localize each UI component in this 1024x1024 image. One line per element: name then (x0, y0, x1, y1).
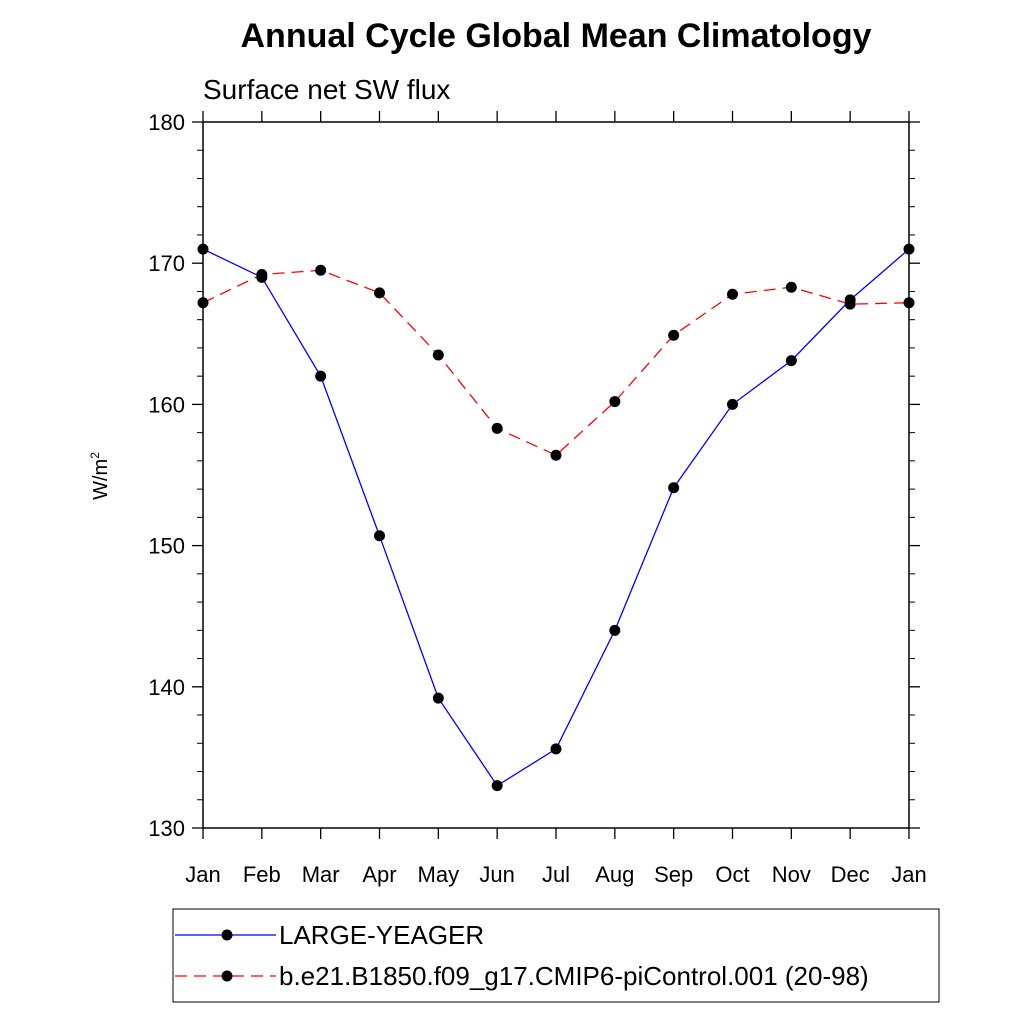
data-point-series-0 (374, 530, 385, 542)
data-point-series-0 (491, 780, 503, 792)
x-tick-label: Apr (362, 862, 396, 887)
y-axis-label-superscript: 2 (88, 452, 102, 459)
x-tick-label: Oct (715, 862, 749, 887)
data-point-series-1 (315, 264, 327, 276)
chart-title: Annual Cycle Global Mean Climatology (241, 17, 872, 55)
x-tick-label: Jun (479, 862, 514, 887)
data-point-series-0 (550, 743, 562, 755)
data-point-series-0 (609, 624, 621, 636)
data-point-series-1 (668, 329, 680, 341)
data-point-series-1 (197, 297, 209, 309)
x-tick-label: Nov (772, 862, 811, 887)
x-tick-label: Aug (595, 862, 634, 887)
series-layer (197, 243, 915, 792)
y-tick-label: 180 (148, 110, 185, 135)
data-point-series-1 (903, 297, 915, 309)
y-tick-label: 150 (148, 534, 185, 559)
plot-frame (202, 121, 910, 829)
data-point-series-0 (197, 243, 209, 255)
legend-box (172, 908, 940, 1003)
data-point-series-0 (668, 482, 680, 494)
y-axis-label: W/m2 (88, 452, 112, 500)
x-tick-label: Jan (891, 862, 926, 887)
data-point-series-0 (315, 370, 327, 382)
data-point-series-1 (374, 287, 385, 299)
data-point-series-0 (432, 692, 444, 704)
data-point-series-0 (256, 271, 268, 283)
data-point-series-1 (609, 396, 621, 408)
data-point-series-1 (727, 288, 738, 300)
legend-marker-0 (221, 929, 233, 941)
data-point-series-0 (903, 243, 915, 255)
x-tick-label: Feb (243, 862, 281, 887)
x-tick-label: Jul (542, 862, 570, 887)
legend-label-0: LARGE-YEAGER (279, 920, 484, 950)
x-tick-label: Jan (185, 862, 220, 887)
y-tick-label: 170 (148, 251, 185, 276)
legend-label-1: b.e21.B1850.f09_g17.CMIP6-piControl.001 … (279, 961, 869, 991)
y-tick-label: 160 (148, 392, 185, 417)
data-point-series-1 (550, 449, 562, 461)
y-tick-label: 140 (148, 675, 185, 700)
y-tick-label: 130 (148, 816, 185, 841)
legend-marker-1 (221, 970, 233, 982)
data-point-series-1 (785, 281, 797, 293)
data-point-series-0 (844, 294, 856, 306)
y-axis-label-base: W/m (90, 459, 112, 500)
x-tick-label: Sep (654, 862, 693, 887)
x-tick-label: May (418, 862, 460, 887)
x-tick-label: Mar (302, 862, 340, 887)
data-point-series-1 (432, 349, 444, 361)
data-point-series-0 (727, 398, 738, 410)
x-tick-label: Dec (831, 862, 870, 887)
chart-subtitle: Surface net SW flux (203, 74, 450, 105)
series-line-1 (202, 269, 910, 456)
series-line-0 (202, 248, 910, 787)
legend: LARGE-YEAGER b.e21.B1850.f09_g17.CMIP6-pi… (172, 908, 940, 1003)
data-point-series-1 (491, 422, 503, 434)
data-point-series-0 (785, 355, 797, 367)
axis-ticks: 130 140 150 160 170 180 Jan Feb Mar Apr May Jun Jul A… (148, 110, 926, 887)
